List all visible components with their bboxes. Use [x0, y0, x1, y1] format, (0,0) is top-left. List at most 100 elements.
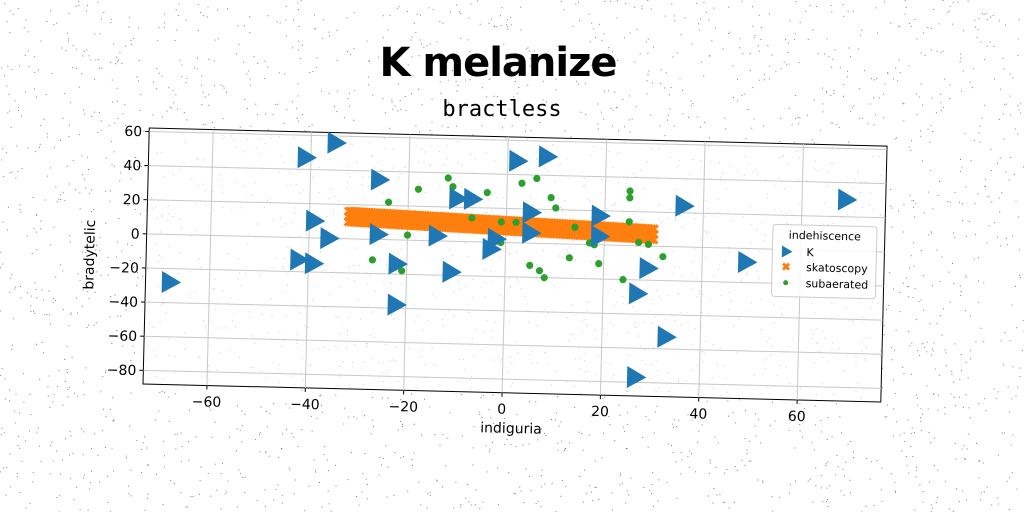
subaerated-point — [626, 187, 634, 195]
noise-dot — [714, 436, 716, 438]
x-gridline — [403, 134, 411, 391]
noise-dot — [94, 291, 96, 293]
noise-dot — [939, 180, 940, 182]
noise-dot — [9, 453, 11, 455]
noise-dot — [884, 83, 886, 85]
noise-dot — [597, 103, 599, 105]
noise-dot — [1016, 488, 1018, 490]
noise-dot — [298, 9, 299, 11]
noise-dot — [243, 61, 245, 63]
noise-dot — [496, 430, 498, 432]
noise-dot — [30, 414, 32, 415]
y-tick-label: 40 — [123, 158, 141, 174]
noise-dot — [507, 26, 509, 28]
noise-dot — [281, 495, 283, 497]
noise-dot — [37, 427, 39, 429]
noise-dot — [0, 267, 2, 269]
noise-dot — [584, 82, 586, 84]
legend-title: indehiscence — [789, 229, 862, 244]
noise-dot — [244, 491, 246, 493]
noise-dot — [976, 37, 978, 39]
noise-dot — [103, 408, 104, 410]
noise-dot — [564, 450, 566, 451]
noise-dot — [427, 493, 429, 495]
noise-dot — [649, 489, 651, 491]
noise-dot — [619, 414, 621, 416]
noise-dot — [81, 73, 83, 75]
noise-dot — [446, 66, 448, 68]
noise-dot — [175, 9, 177, 11]
noise-dot — [35, 151, 37, 153]
noise-dot — [899, 292, 901, 293]
noise-dot — [40, 220, 42, 222]
noise-dot — [185, 506, 187, 508]
noise-dot — [119, 51, 121, 53]
noise-dot — [864, 70, 865, 72]
noise-dot — [465, 79, 466, 81]
noise-dot — [0, 310, 2, 312]
noise-dot — [418, 55, 420, 57]
noise-dot — [47, 136, 49, 138]
noise-dot — [53, 146, 55, 148]
noise-dot — [403, 456, 404, 458]
noise-dot — [940, 102, 942, 104]
noise-dot — [372, 397, 374, 398]
noise-dot — [771, 496, 773, 498]
noise-dot — [911, 433, 913, 434]
noise-dot — [353, 12, 355, 14]
noise-dot — [682, 89, 683, 91]
noise-dot — [353, 119, 355, 121]
noise-dot — [44, 314, 45, 316]
noise-dot — [827, 417, 829, 419]
noise-dot — [953, 283, 955, 285]
noise-dot — [439, 21, 441, 22]
noise-dot — [760, 38, 762, 40]
noise-dot — [400, 109, 402, 111]
noise-dot — [179, 59, 181, 61]
noise-dot — [890, 347, 892, 349]
noise-dot — [582, 501, 584, 503]
noise-dot — [4, 3, 6, 5]
noise-dot — [421, 104, 423, 106]
noise-dot — [999, 157, 1001, 159]
noise-dot — [857, 48, 859, 50]
noise-dot — [19, 204, 21, 206]
noise-dot — [1009, 340, 1011, 342]
noise-dot — [629, 131, 631, 133]
noise-dot — [788, 42, 790, 44]
noise-dot — [322, 37, 324, 39]
noise-dot — [942, 106, 944, 108]
noise-dot — [320, 394, 322, 396]
noise-dot — [914, 287, 916, 289]
noise-dot — [691, 419, 693, 421]
noise-dot — [111, 79, 113, 81]
subaerated-point — [497, 218, 505, 226]
noise-dot — [1022, 350, 1023, 352]
noise-dot — [920, 417, 921, 419]
noise-dot — [671, 3, 673, 5]
noise-dot — [930, 49, 932, 51]
noise-dot — [40, 40, 42, 42]
noise-dot — [739, 47, 741, 49]
x-gridline — [501, 136, 509, 393]
noise-dot — [210, 495, 212, 497]
noise-dot — [343, 423, 345, 425]
noise-dot — [185, 19, 187, 21]
noise-dot — [130, 360, 132, 361]
noise-dot — [643, 487, 645, 488]
noise-dot — [144, 436, 146, 438]
noise-dot — [736, 470, 738, 471]
noise-dot — [67, 396, 69, 398]
noise-dot — [349, 105, 351, 107]
noise-dot — [81, 155, 83, 157]
noise-dot — [529, 476, 530, 478]
noise-dot — [140, 449, 142, 450]
noise-dot — [346, 17, 348, 19]
noise-dot — [371, 419, 373, 421]
noise-dot — [530, 489, 532, 491]
noise-dot — [996, 497, 998, 499]
noise-dot — [760, 442, 762, 444]
noise-dot — [102, 375, 104, 377]
noise-dot — [589, 485, 591, 487]
